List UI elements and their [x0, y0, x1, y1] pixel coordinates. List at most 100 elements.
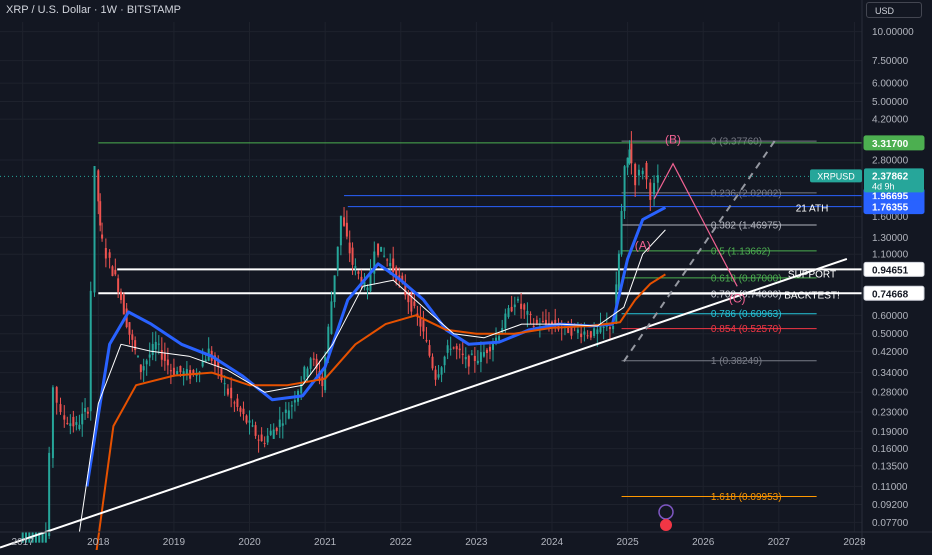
- candle-body: [656, 175, 659, 183]
- candle-body: [269, 430, 272, 435]
- candle-body: [24, 532, 27, 543]
- price-tick-label: 7.50000: [872, 56, 909, 67]
- candle-body: [354, 266, 357, 268]
- candle-body: [223, 383, 226, 385]
- price-tick-label: 0.07700: [872, 518, 909, 529]
- price-axis[interactable]: 10.00000 7.50000 6.00000 5.00000 4.20000 2.80…: [861, 0, 914, 550]
- chart-icons: [658, 504, 674, 531]
- candle-body: [99, 201, 102, 226]
- candle-body: [44, 531, 47, 543]
- candle-body: [327, 326, 330, 354]
- candle-body: [254, 425, 257, 436]
- moving-average-line: [94, 273, 666, 555]
- candle-body: [290, 405, 293, 407]
- candle-body: [428, 345, 431, 356]
- candle-body: [401, 275, 404, 283]
- candle-body: [634, 164, 637, 186]
- price-tick-label: 1.60000: [872, 212, 909, 223]
- candle-body: [136, 356, 139, 358]
- candle-body: [179, 365, 182, 373]
- time-tick-label: 2020: [238, 537, 261, 548]
- candle-body: [172, 367, 175, 375]
- candle-body: [111, 266, 114, 277]
- current-price-tag-bg: [864, 168, 924, 193]
- candle-body: [343, 217, 346, 226]
- candle-body: [510, 306, 513, 312]
- candle-body: [413, 301, 416, 306]
- candle-body: [440, 367, 443, 375]
- candle-body: [419, 317, 422, 327]
- level-price-tag-bg: [863, 285, 925, 301]
- candle-body: [526, 310, 529, 315]
- candle-body: [97, 170, 100, 202]
- candle-body: [169, 370, 172, 372]
- candle-body: [89, 290, 92, 412]
- candle-body: [369, 270, 372, 292]
- bar-countdown: 4d 9h: [872, 181, 895, 191]
- candle-body: [649, 182, 652, 200]
- price-tick-label: 0.16000: [872, 444, 909, 455]
- candle-body: [476, 360, 479, 364]
- candle-body: [498, 336, 501, 341]
- candle-body: [464, 356, 467, 360]
- candle-body: [535, 319, 538, 324]
- candle-body: [163, 352, 166, 361]
- time-tick-label: 2028: [843, 537, 866, 548]
- candle-body: [78, 424, 81, 430]
- time-tick-label: 2017: [12, 537, 35, 548]
- price-tick-label: 0.50000: [872, 329, 909, 340]
- time-tick-label: 2026: [692, 537, 715, 548]
- wave-projection[interactable]: (B) (A) (C): [635, 132, 746, 305]
- candle-body: [63, 415, 66, 420]
- candle-body: [66, 422, 69, 424]
- fib-level-label: 0 (3.37760): [711, 137, 762, 148]
- price-tick-label: 0.09200: [872, 500, 909, 511]
- currency-button[interactable]: USD: [866, 2, 922, 18]
- candle-body: [75, 422, 78, 425]
- candle-body: [593, 328, 596, 336]
- candle-body: [230, 387, 233, 399]
- candle-body: [257, 439, 260, 441]
- candle-body: [425, 340, 428, 342]
- candle-body: [69, 423, 72, 426]
- drawings[interactable]: [0, 139, 848, 549]
- level-price-tag-bg: [863, 199, 925, 215]
- candle-body: [242, 408, 245, 414]
- candle-body: [275, 427, 278, 432]
- price-tick-label: 0.60000: [872, 311, 909, 322]
- candle-body: [114, 269, 117, 275]
- candle-body: [263, 442, 266, 444]
- level-price-tag-bg: [863, 135, 925, 151]
- candle-body: [586, 335, 589, 337]
- candle-body: [532, 325, 535, 327]
- wave-label: (A): [635, 239, 651, 253]
- candle-body: [470, 353, 473, 355]
- support-trendline[interactable]: [0, 257, 848, 549]
- candle-body: [492, 343, 495, 350]
- candle-body: [151, 343, 154, 355]
- price-tick-label: 0.34000: [872, 368, 909, 379]
- candle-body: [363, 281, 366, 288]
- price-tick-label: 2.80000: [872, 155, 909, 166]
- price-tick-label: 0.42000: [872, 347, 909, 358]
- candle-body: [389, 263, 392, 267]
- candle-body: [198, 371, 201, 373]
- candle-body: [81, 413, 84, 425]
- candle-body: [383, 255, 386, 257]
- candle-body: [134, 340, 137, 351]
- flag-icon[interactable]: [660, 519, 672, 531]
- wave-projection-path[interactable]: [653, 162, 738, 287]
- candle-body: [93, 166, 96, 293]
- current-price-label: 2.37862: [872, 171, 909, 182]
- dashed-projection-line[interactable]: [622, 139, 776, 362]
- fib-level-label: 0.236 (2.02002): [711, 188, 782, 199]
- time-axis[interactable]: 2017 2018 2019 2020 2021 2022 2023 2024 2025 2026…: [0, 531, 932, 548]
- horizontal-levels[interactable]: 21 ATH SUPPORT BACKTEST!: [98, 142, 862, 301]
- candle-body: [309, 358, 312, 369]
- fibonacci-retracement[interactable]: 0 (3.37760) 0.236 (2.02002) 0.382 (1.46975…: [621, 137, 817, 503]
- fib-level-label: 0.382 (1.46975): [711, 220, 782, 231]
- candle-body: [612, 325, 615, 330]
